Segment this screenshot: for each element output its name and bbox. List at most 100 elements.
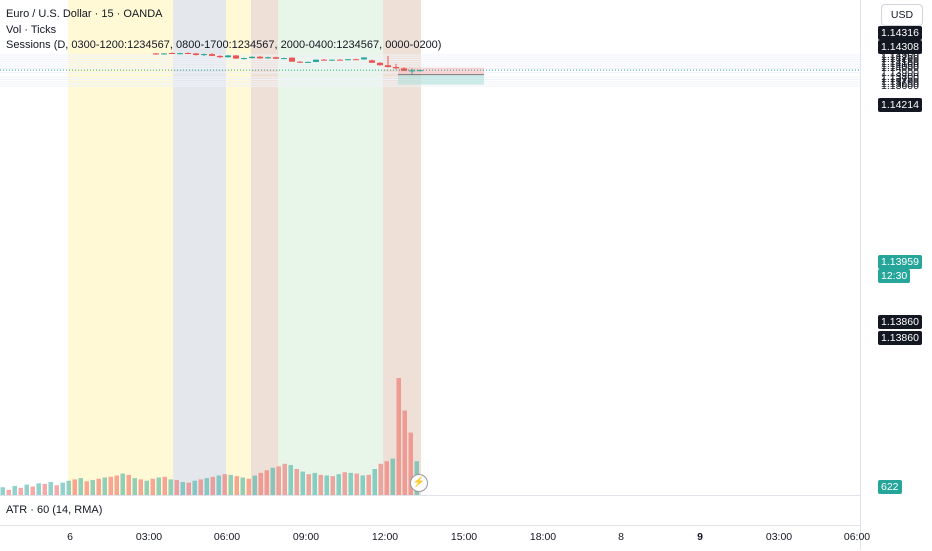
volume-bar <box>150 478 155 495</box>
volume-bar <box>246 478 251 495</box>
volume-bar <box>120 473 125 495</box>
price-axis[interactable]: USD 1.14300 1.14250 1.14200 1.14150 1.14100 1… <box>860 0 932 550</box>
time-tick-label: 06:00 <box>213 531 241 543</box>
volume-bar <box>264 470 269 495</box>
volume-bar <box>228 474 233 495</box>
sessions-legend[interactable]: Sessions (D, 0300-1200:1234567, 0800-170… <box>6 39 442 51</box>
price-tick-label: 1.14100 <box>881 57 919 70</box>
candle-body <box>185 52 191 54</box>
volume-bar <box>348 472 353 495</box>
volume-bar <box>312 472 317 495</box>
volume-bar <box>102 477 107 495</box>
candle-body <box>249 56 255 59</box>
candle-body <box>321 59 327 61</box>
price-tick-label: 1.14150 <box>881 55 919 68</box>
atr-pane[interactable]: ATR · 60 (14, RMA) <box>0 495 860 526</box>
volume-bar <box>216 475 221 495</box>
symbol-legend[interactable]: Euro / U.S. Dollar · 15 · OANDA <box>6 8 163 20</box>
volume-bar <box>294 469 299 495</box>
session-london-bg <box>173 0 226 495</box>
volume-bar <box>330 476 335 495</box>
candle-body <box>409 70 415 72</box>
volume-bar <box>6 489 11 495</box>
volume-bar <box>54 485 59 495</box>
candle-body <box>209 54 215 56</box>
price-tick-label: 1.13700 <box>881 75 919 88</box>
chart-canvas[interactable] <box>0 0 860 495</box>
volume-bar <box>204 478 209 495</box>
volume-bar <box>108 476 113 495</box>
volume-bar <box>336 474 341 495</box>
volume-bar <box>192 480 197 495</box>
price-tag: 622 <box>878 480 902 494</box>
volume-bar <box>174 480 179 495</box>
candle-body <box>177 53 183 55</box>
volume-bar <box>306 474 311 495</box>
price-tag: 1.13860 <box>878 331 922 345</box>
volume-bar <box>96 478 101 495</box>
volume-bar <box>84 481 89 495</box>
volume-bar <box>24 484 29 495</box>
candle-body <box>225 55 231 58</box>
candle-body <box>377 62 383 66</box>
time-tick-label: 6 <box>67 531 73 543</box>
price-tick-label: 1.13650 <box>881 77 919 90</box>
candle-body <box>385 65 391 68</box>
candle-body <box>393 67 399 69</box>
candle-body <box>305 61 311 63</box>
volume-legend[interactable]: Vol · Ticks <box>6 24 57 36</box>
volume-bar <box>126 474 131 495</box>
atr-legend[interactable]: ATR · 60 (14, RMA) <box>6 504 103 516</box>
session-overlap-bg <box>251 0 278 495</box>
volume-bar <box>168 479 173 495</box>
volume-bar <box>378 463 383 495</box>
time-tick-label: 09:00 <box>292 531 320 543</box>
time-axis[interactable]: 6 03:00 06:00 09:00 12:00 15:00 18:00 8 9 03:00 06… <box>0 525 870 551</box>
candle-body <box>281 58 287 60</box>
volume-bar <box>198 479 203 495</box>
candle-body <box>217 55 223 58</box>
price-tick-label: 1.14000 <box>881 62 919 75</box>
volume-bar <box>252 475 257 495</box>
volume-bar <box>300 471 305 495</box>
volume-bar <box>162 476 167 495</box>
session-ny-bg <box>278 0 383 495</box>
volume-bar <box>324 475 329 495</box>
volume-bar <box>372 469 377 495</box>
volume-bar <box>48 482 53 495</box>
volume-bar <box>144 480 149 495</box>
price-tick-label: 1.14250 <box>881 51 919 64</box>
volume-bar <box>138 479 143 495</box>
candle-body <box>369 60 375 63</box>
candle-body <box>193 53 199 55</box>
volume-bar <box>258 472 263 495</box>
price-tick-label: 1.14200 <box>881 53 919 66</box>
time-tick-label: 12:00 <box>371 531 399 543</box>
price-tick-label: 1.14050 <box>881 60 919 73</box>
time-tick-label: 03:00 <box>135 531 163 543</box>
candle-body <box>289 57 295 62</box>
volume-bar <box>42 483 47 495</box>
time-tick-label: 03:00 <box>765 531 793 543</box>
volume-bar <box>78 478 83 495</box>
volume-bar <box>30 486 35 495</box>
volume-bar <box>36 483 41 495</box>
volume-bar <box>384 461 389 495</box>
volume-bar <box>66 480 71 495</box>
candle-body <box>337 59 343 61</box>
candle-body <box>265 57 271 59</box>
volume-bar <box>396 378 401 495</box>
volume-bar <box>354 473 359 495</box>
volume-bar <box>72 479 77 495</box>
price-tag: 1.14308 <box>878 40 922 54</box>
volume-bar <box>234 476 239 495</box>
currency-button[interactable]: USD <box>881 4 923 26</box>
candle-body <box>241 58 247 60</box>
candle-body <box>169 52 175 54</box>
lightning-icon[interactable]: ⚡ <box>410 474 428 492</box>
price-chart[interactable]: Euro / U.S. Dollar · 15 · OANDA Vol · Ti… <box>0 0 860 495</box>
volume-bar <box>114 475 119 495</box>
volume-bar <box>276 466 281 495</box>
candle-body <box>297 61 303 63</box>
candle-body <box>233 55 239 59</box>
